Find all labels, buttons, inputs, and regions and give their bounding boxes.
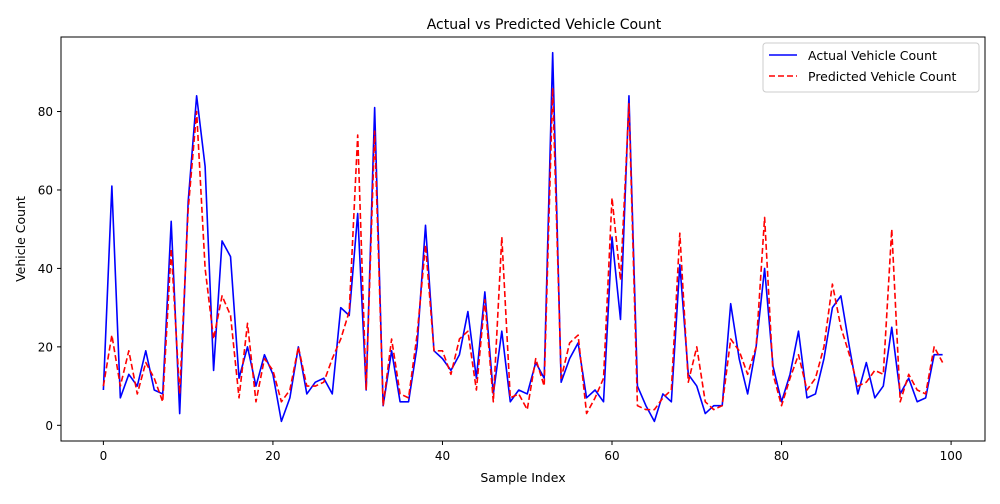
y-tick-label: 60 <box>38 183 53 197</box>
plot-frame <box>60 36 986 442</box>
y-axis: 0 20 40 60 80 <box>38 105 61 433</box>
x-axis: 0 20 40 60 80 100 <box>100 441 963 463</box>
x-tick-label: 40 <box>435 449 450 463</box>
series-line-actual <box>102 51 943 423</box>
y-tick-label: 0 <box>45 419 53 433</box>
x-tick-label: 60 <box>604 449 619 463</box>
plot-area <box>102 51 944 423</box>
y-tick-label: 40 <box>38 262 53 276</box>
x-axis-label: Sample Index <box>480 470 565 485</box>
y-tick-label: 80 <box>38 105 53 119</box>
chart-title: Actual vs Predicted Vehicle Count <box>427 17 662 33</box>
x-tick-label: 100 <box>940 449 963 463</box>
legend-box <box>762 42 980 93</box>
x-tick-label: 20 <box>265 449 280 463</box>
legend-label-actual: Actual Vehicle Count <box>808 48 937 63</box>
y-tick-label: 20 <box>38 340 53 354</box>
y-axis-label: Vehicle Count <box>13 196 28 282</box>
legend: Actual Vehicle Count Predicted Vehicle C… <box>762 42 980 93</box>
x-tick-label: 80 <box>774 449 789 463</box>
series-line-predicted <box>102 87 944 415</box>
legend-label-predicted: Predicted Vehicle Count <box>808 69 957 84</box>
x-tick-label: 0 <box>100 449 108 463</box>
